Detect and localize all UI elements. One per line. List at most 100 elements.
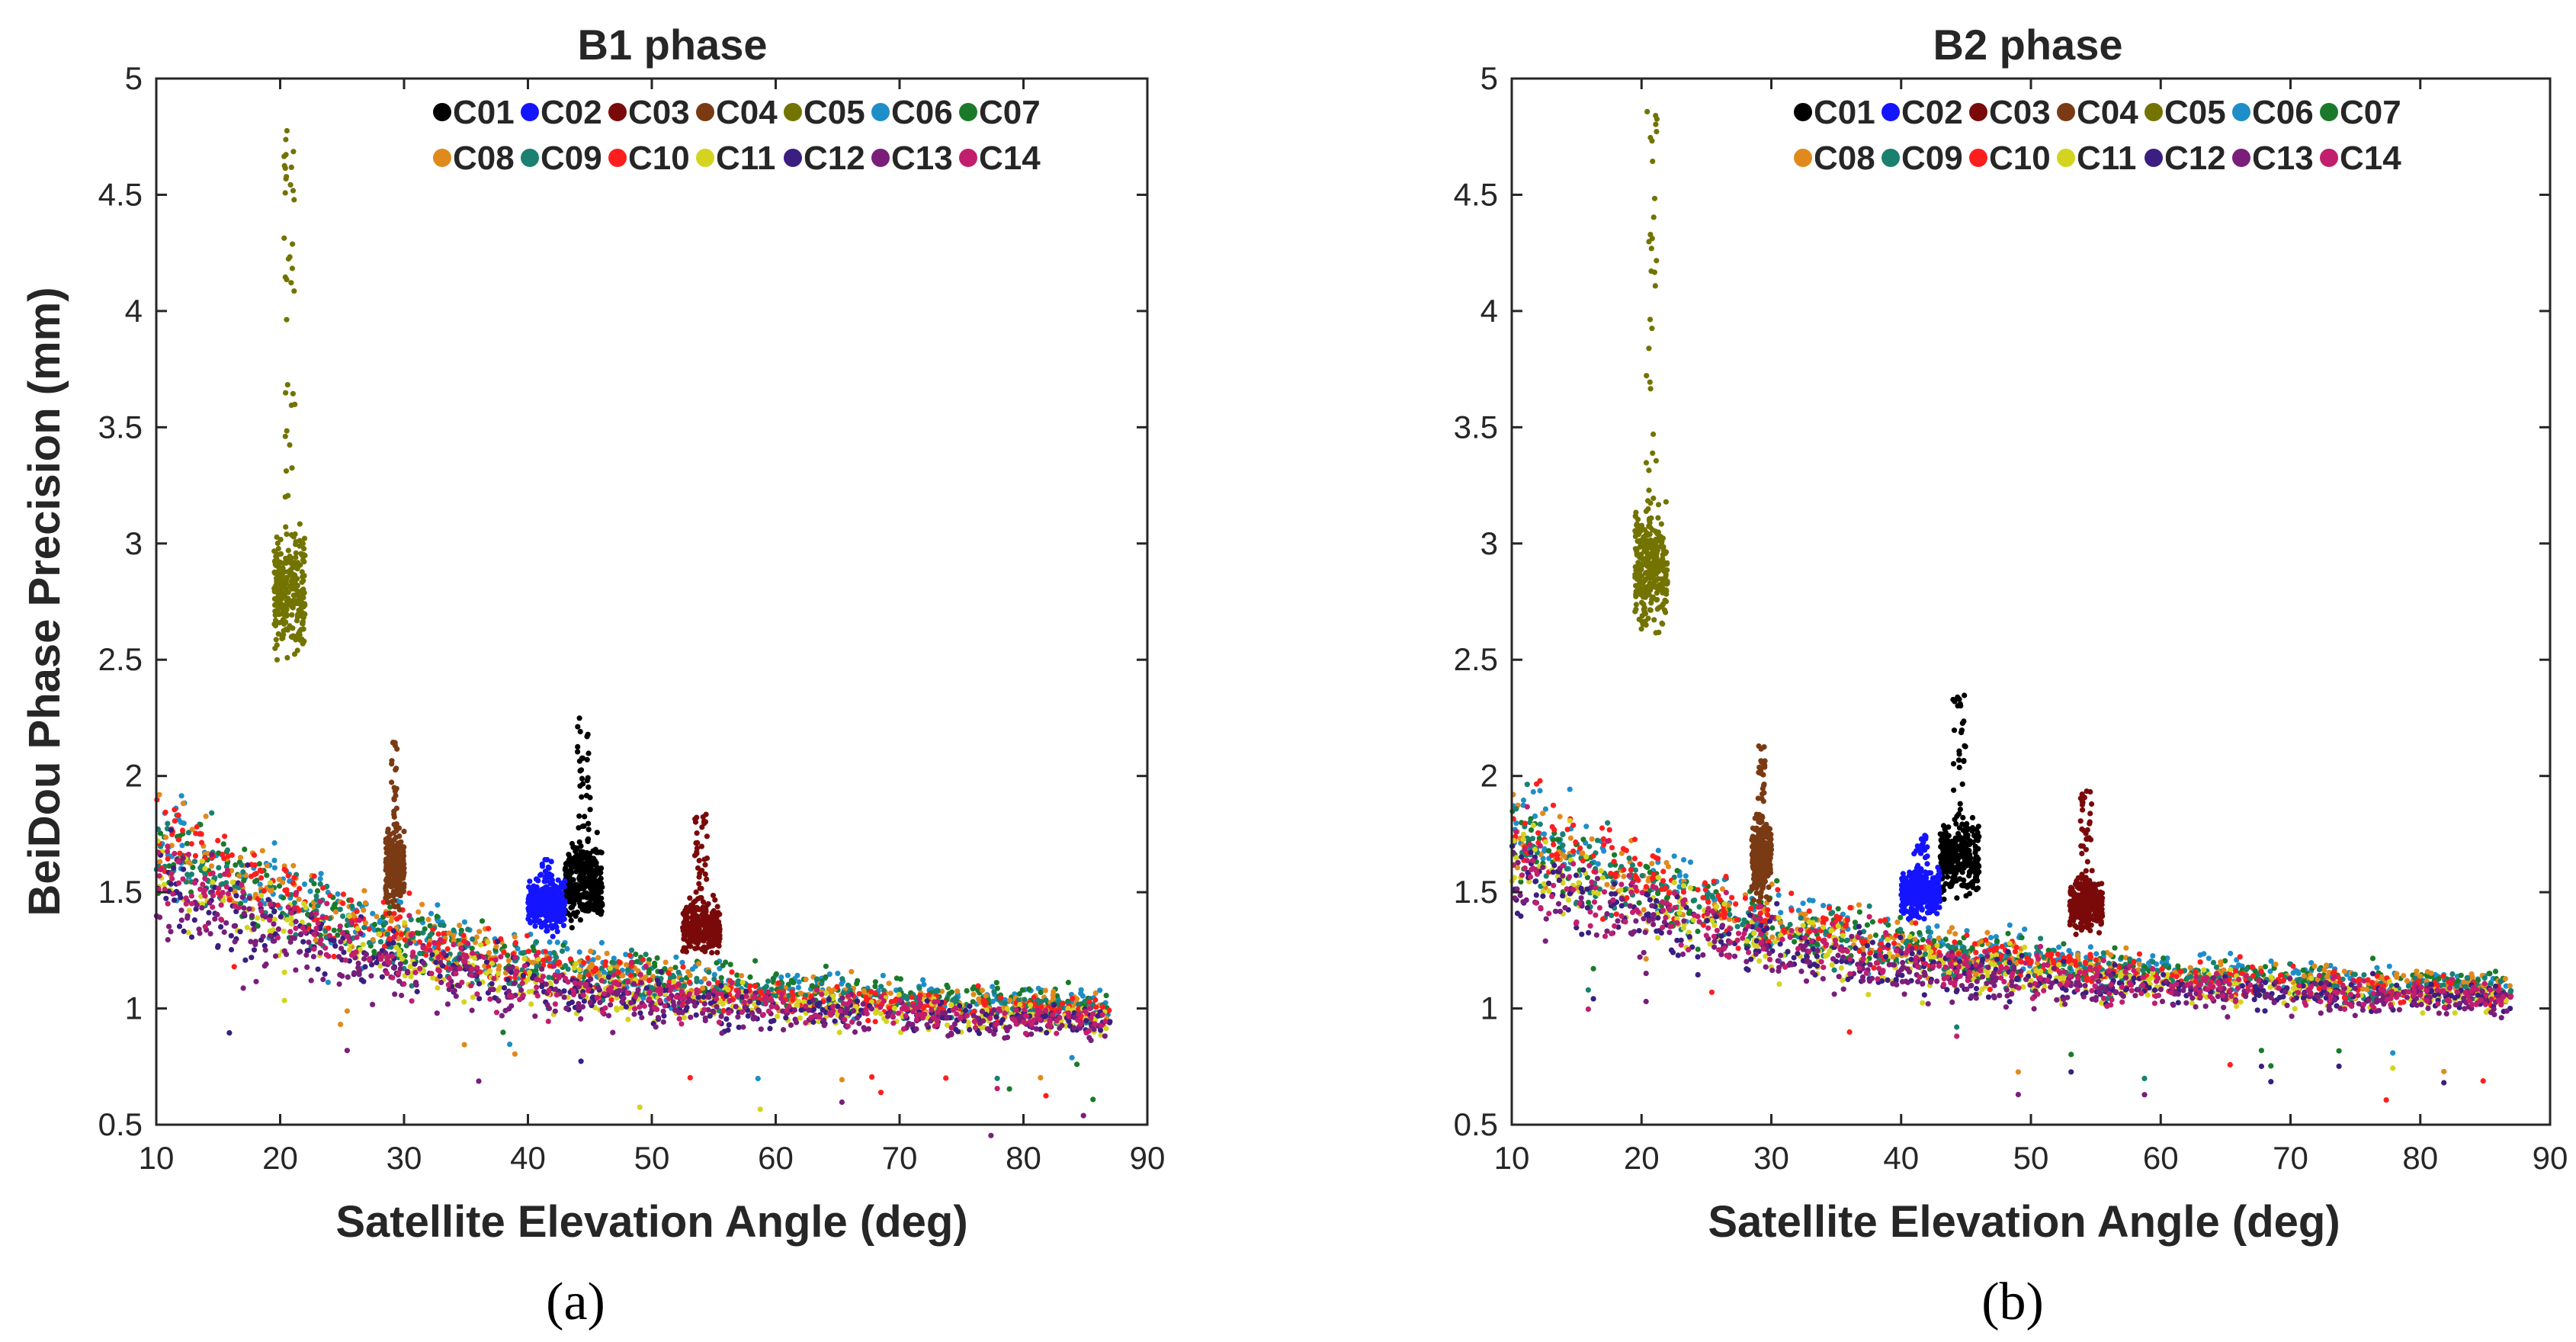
data-point: [565, 979, 571, 985]
data-point: [688, 938, 695, 945]
data-point: [392, 876, 398, 882]
data-point: [179, 843, 185, 849]
data-point: [165, 901, 171, 907]
data-point: [284, 127, 290, 134]
y-tick-label: 1: [125, 990, 143, 1026]
data-point: [237, 929, 243, 935]
data-point: [469, 1007, 475, 1013]
data-point: [856, 990, 862, 997]
data-point: [180, 855, 186, 861]
data-point: [512, 933, 518, 940]
data-point: [1017, 1001, 1023, 1008]
data-point: [706, 981, 712, 987]
data-point: [231, 964, 237, 970]
data-point: [678, 1021, 685, 1027]
data-point: [1070, 995, 1076, 1001]
series-c10: [154, 797, 1112, 1099]
data-point: [290, 575, 296, 581]
data-point: [608, 987, 614, 994]
data-point: [727, 997, 733, 1003]
data-point: [717, 926, 723, 933]
data-point: [696, 881, 702, 887]
data-point: [189, 827, 195, 833]
data-point: [562, 878, 568, 884]
data-point: [878, 984, 884, 990]
data-point: [168, 929, 174, 935]
data-point: [1028, 1002, 1034, 1008]
legend-item-c06: C06: [871, 94, 953, 131]
data-point: [693, 1012, 699, 1018]
data-point: [896, 991, 902, 997]
data-point: [913, 1026, 919, 1032]
data-point: [1098, 1023, 1104, 1029]
data-point: [184, 915, 191, 921]
data-point: [581, 960, 587, 966]
data-point: [958, 1014, 964, 1020]
data-point: [399, 931, 405, 938]
panel-b2-phase: B2 phase 10 20 30 40 50 60 70 80 900.511.522.533…: [1454, 21, 2568, 1331]
data-point: [267, 928, 273, 934]
data-point: [340, 901, 346, 907]
data-point: [1043, 1093, 1049, 1099]
data-point: [318, 936, 324, 942]
legend-item-c09: C09: [521, 140, 602, 177]
data-point: [261, 901, 268, 907]
data-point: [412, 969, 419, 976]
data-point: [637, 1004, 643, 1010]
data-point: [698, 885, 704, 891]
data-point: [293, 919, 299, 925]
data-point: [967, 1003, 973, 1010]
data-point: [840, 990, 846, 996]
data-point: [585, 750, 592, 756]
data-point: [585, 827, 592, 833]
data-point: [619, 999, 625, 1005]
data-point: [916, 996, 922, 1002]
data-point: [714, 996, 720, 1002]
data-point: [392, 897, 398, 904]
data-point: [320, 884, 326, 891]
data-point: [239, 862, 245, 868]
data-point: [390, 965, 397, 971]
data-point: [294, 890, 300, 896]
data-point: [338, 1021, 344, 1028]
data-point: [268, 880, 274, 886]
data-point: [1051, 988, 1057, 995]
series-c06: [1509, 786, 2509, 1056]
data-point: [584, 778, 590, 784]
data-point: [625, 1016, 631, 1023]
data-point: [998, 995, 1004, 1001]
data-point: [505, 977, 511, 983]
data-point: [220, 890, 226, 896]
data-point: [527, 878, 533, 884]
data-point: [402, 920, 408, 926]
data-point: [202, 875, 208, 881]
data-point: [194, 902, 200, 908]
data-point: [258, 875, 265, 881]
data-point: [630, 981, 637, 987]
data-point: [887, 990, 893, 997]
data-point: [658, 968, 664, 974]
data-point: [773, 993, 779, 999]
data-point: [199, 905, 205, 911]
data-point: [1002, 1010, 1008, 1016]
data-point: [417, 965, 423, 971]
data-point: [255, 923, 261, 929]
data-point: [654, 978, 661, 984]
data-point: [945, 1032, 951, 1039]
data-point: [241, 877, 247, 883]
data-point: [408, 932, 414, 938]
data-point: [409, 983, 415, 989]
data-point: [803, 976, 809, 983]
data-point: [500, 1029, 506, 1035]
data-point: [218, 917, 224, 923]
data-point: [643, 963, 649, 969]
data-point: [903, 1004, 909, 1011]
data-point: [1099, 1004, 1105, 1010]
data-point: [460, 933, 467, 939]
data-point: [212, 916, 218, 922]
data-point: [864, 1010, 870, 1017]
data-point: [994, 985, 1000, 991]
data-point: [461, 958, 467, 964]
data-point: [207, 931, 213, 937]
data-point: [1086, 999, 1092, 1005]
